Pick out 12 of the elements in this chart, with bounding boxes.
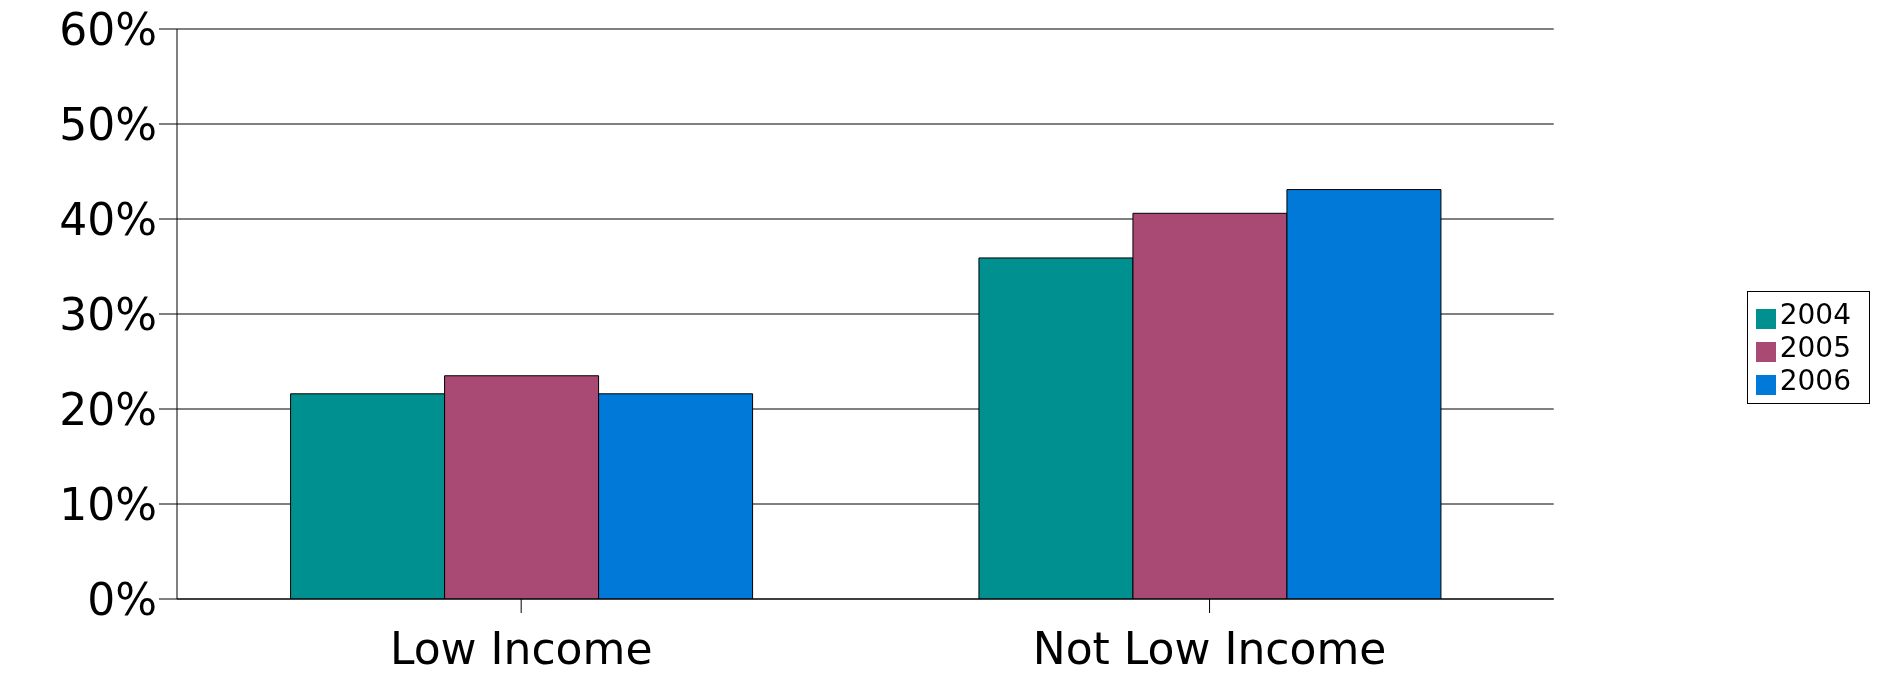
y-tick-label: 0%: [87, 573, 157, 625]
y-tick-label: 10%: [59, 478, 157, 530]
legend-label: 2004: [1779, 297, 1851, 331]
legend-label: 2005: [1779, 330, 1851, 364]
y-tick-label: 40%: [59, 193, 157, 245]
x-tick-label: Not Low Income: [1032, 623, 1387, 675]
y-tick-label: 20%: [59, 383, 157, 435]
x-tick-label: Low Income: [389, 623, 653, 675]
y-tick-label: 50%: [59, 98, 157, 150]
y-tick-label: 60%: [59, 3, 157, 55]
legend-label: 2006: [1779, 363, 1851, 397]
y-tick-label: 30%: [59, 288, 157, 340]
